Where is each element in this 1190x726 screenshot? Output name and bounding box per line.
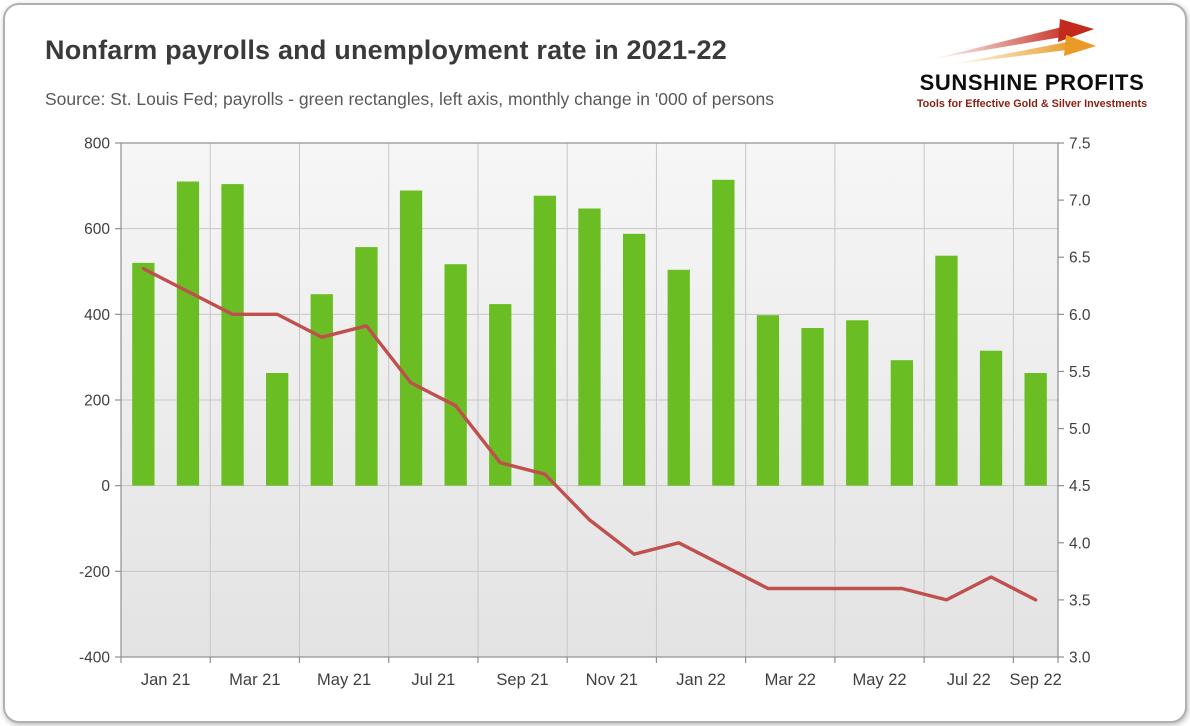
unemployment-line (141, 266, 1038, 602)
x-axis-label: Jul 21 (411, 671, 455, 689)
unemployment-line-layer (141, 266, 1038, 602)
payrolls-bar (667, 269, 690, 486)
left-axis-label: 200 (84, 393, 110, 410)
payrolls-bar (489, 304, 512, 486)
x-axis-label: Nov 21 (586, 671, 638, 689)
right-axis-label: 6.0 (1069, 307, 1091, 324)
x-axis-label: Jan 22 (676, 671, 726, 689)
x-axis-label: Jan 21 (141, 671, 191, 689)
payrolls-bar (890, 360, 913, 486)
logo-red-arrow (932, 25, 1074, 59)
payrolls-bar (399, 190, 423, 486)
x-axis-label: Sep 21 (496, 671, 548, 689)
payrolls-bar (176, 181, 200, 486)
logo-tagline: Tools for Effective Gold & Silver Invest… (916, 98, 1148, 110)
payrolls-bar (132, 262, 155, 486)
left-axis-label: 600 (84, 221, 110, 238)
payrolls-bar (979, 350, 1003, 486)
payrolls-bar (712, 179, 735, 486)
right-axis-label: 5.0 (1069, 421, 1091, 438)
payroll-bars-layer (132, 179, 1047, 486)
payrolls-bar (846, 320, 869, 486)
right-axis-label: 7.0 (1069, 193, 1091, 210)
left-axis-label: -200 (79, 564, 110, 581)
logo-title: SUNSHINE PROFITS (919, 70, 1145, 95)
x-axis-label: May 21 (317, 671, 371, 689)
payrolls-bar (1024, 373, 1047, 486)
right-axis-label: 5.5 (1069, 364, 1091, 381)
payrolls-bar (355, 247, 378, 486)
axis-ticks-layer (115, 142, 1064, 663)
left-axis-label: 0 (101, 478, 110, 495)
logo-orange-arrowhead (1064, 35, 1096, 56)
right-axis-label: 3.0 (1069, 650, 1091, 667)
sunshine-profits-logo: SUNSHINE PROFITS Tools for Effective Gol… (905, 19, 1159, 110)
right-axis-label: 4.5 (1069, 478, 1091, 495)
left-axis-label: -400 (79, 650, 110, 667)
payrolls-bar (533, 195, 556, 486)
payrolls-bar (266, 373, 289, 486)
left-axis-label: 800 (84, 136, 110, 153)
x-axis-label: May 22 (852, 671, 906, 689)
payrolls-bar (623, 233, 646, 486)
chart-subtitle: Source: St. Louis Fed; payrolls - green … (45, 89, 775, 109)
right-axis-label: 3.5 (1069, 592, 1091, 609)
axis-labels-layer: 800 600 400 200 0 -200 -400 7.5 7.0 6.5 6.0 5.5 5.0 4… (79, 136, 1091, 690)
payrolls-bar (444, 264, 467, 486)
logo-red-arrowhead (1058, 19, 1094, 42)
chart-card: Nonfarm payrolls and unemployment rate i… (3, 3, 1187, 723)
left-axis-label: 400 (84, 307, 110, 324)
payrolls-bar (310, 294, 333, 486)
x-axis-label: Sep 22 (1010, 671, 1062, 689)
page-title: Nonfarm payrolls and unemployment rate i… (45, 35, 727, 65)
x-axis-label: Jul 22 (947, 671, 991, 689)
right-axis-label: 7.5 (1069, 136, 1091, 153)
logo-arrows-icon (932, 19, 1096, 65)
payrolls-bar (578, 208, 601, 486)
payrolls-bar (756, 315, 780, 486)
payrolls-bar (221, 184, 244, 486)
right-axis-label: 4.0 (1069, 535, 1091, 552)
logo-orange-arrow (948, 41, 1075, 65)
x-axis-label: Mar 22 (765, 671, 816, 689)
x-axis-label: Mar 21 (229, 671, 280, 689)
payrolls-bar (801, 328, 824, 486)
right-axis-label: 6.5 (1069, 250, 1091, 267)
payrolls-unemployment-chart: 800 600 400 200 0 -200 -400 7.5 7.0 6.5 6.0 5.5 5.0 4… (79, 136, 1091, 690)
payrolls-bar (935, 255, 958, 486)
